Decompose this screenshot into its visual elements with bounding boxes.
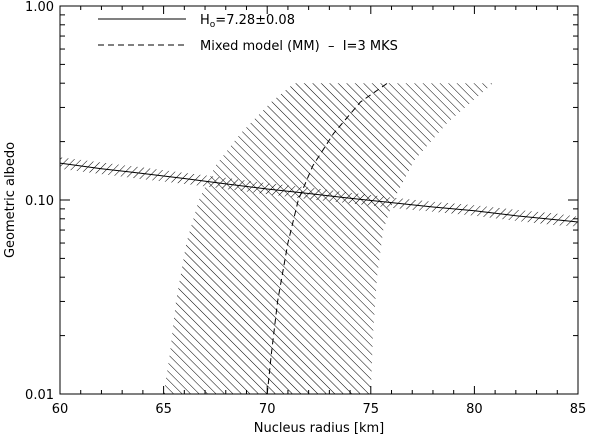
x-tick-label: 85	[570, 402, 587, 417]
legend-label-solid: Ho=7.28±0.08	[200, 13, 295, 30]
legend: Ho=7.28±0.08 Mixed model (MM) – I=3 MKS	[98, 13, 398, 54]
legend-label-dashed: Mixed model (MM) – I=3 MKS	[200, 39, 398, 54]
x-axis-label: Nucleus radius [km]	[254, 421, 385, 436]
x-tick-label: 65	[155, 402, 172, 417]
y-tick-label: 1.00	[25, 0, 54, 15]
x-tick-label: 75	[363, 402, 380, 417]
magnitude-band-hatch	[60, 157, 578, 227]
y-axis-label: Geometric albedo	[3, 142, 18, 258]
series-line-solid	[60, 162, 578, 223]
x-tick-label: 60	[52, 402, 69, 417]
y-tick-label: 0.10	[25, 194, 54, 209]
y-tick-label: 0.01	[25, 388, 54, 403]
x-tick-label: 80	[466, 402, 483, 417]
x-tick-label: 70	[259, 402, 276, 417]
axis-ticks: 60 65 70 75 80 85 0.01 0.10 1.00	[25, 0, 586, 417]
data-layer	[60, 82, 578, 394]
model-region-hatch	[163, 83, 493, 394]
